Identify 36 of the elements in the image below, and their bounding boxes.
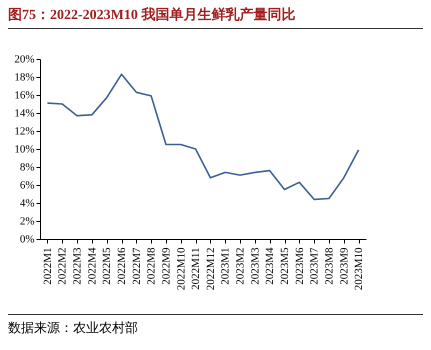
x-tick-label: 2022M4 <box>86 247 98 285</box>
x-tick-label: 2023M2 <box>234 248 247 285</box>
x-tick-label: 2022M2 <box>56 248 69 285</box>
x-tick-label: 2023M1 <box>220 248 232 285</box>
x-tick-label: 2022M9 <box>160 247 172 285</box>
y-tick-label: 12% <box>14 126 34 138</box>
x-tick-label: 2023M8 <box>323 247 336 285</box>
x-tick-label: 2023M5 <box>279 247 291 285</box>
x-tick-label: 2023M10 <box>353 247 366 290</box>
y-tick-label: 18% <box>14 72 34 84</box>
x-tick-label: 2022M3 <box>72 247 84 285</box>
y-tick-label: 4% <box>20 198 34 210</box>
y-tick-label: 0% <box>20 234 34 246</box>
x-tick-label: 2022M11 <box>190 248 202 290</box>
y-tick-label: 10% <box>14 144 34 156</box>
y-tick-label: 2% <box>20 216 34 228</box>
chart-title: 图75：2022-2023M10 我国单月生鲜乳产量同比 <box>8 6 423 29</box>
y-tick-label: 16% <box>14 90 34 102</box>
x-tick-label: 2023M3 <box>249 247 262 285</box>
x-tick-label: 2022M7 <box>130 247 143 285</box>
x-tick-label: 2022M12 <box>204 248 217 290</box>
y-tick-label: 20% <box>14 54 34 66</box>
y-tick-label: 8% <box>20 162 34 174</box>
x-tick-label: 2023M4 <box>264 247 276 285</box>
x-tick-label: 2022M1 <box>42 248 54 285</box>
x-tick-label: 2023M9 <box>338 247 350 285</box>
x-tick-label: 2022M5 <box>101 247 114 285</box>
y-tick-label: 6% <box>20 180 34 192</box>
x-tick-label: 2022M6 <box>116 247 128 285</box>
x-tick-label: 2022M8 <box>146 247 158 285</box>
line-series <box>46 74 360 200</box>
y-tick-label: 14% <box>14 108 34 120</box>
x-tick-label: 2023M6 <box>294 247 306 285</box>
x-tick-label: 2023M7 <box>308 247 321 285</box>
x-tick-label: 2022M10 <box>175 247 188 290</box>
source-note: 数据来源：农业农村部 <box>8 314 423 337</box>
